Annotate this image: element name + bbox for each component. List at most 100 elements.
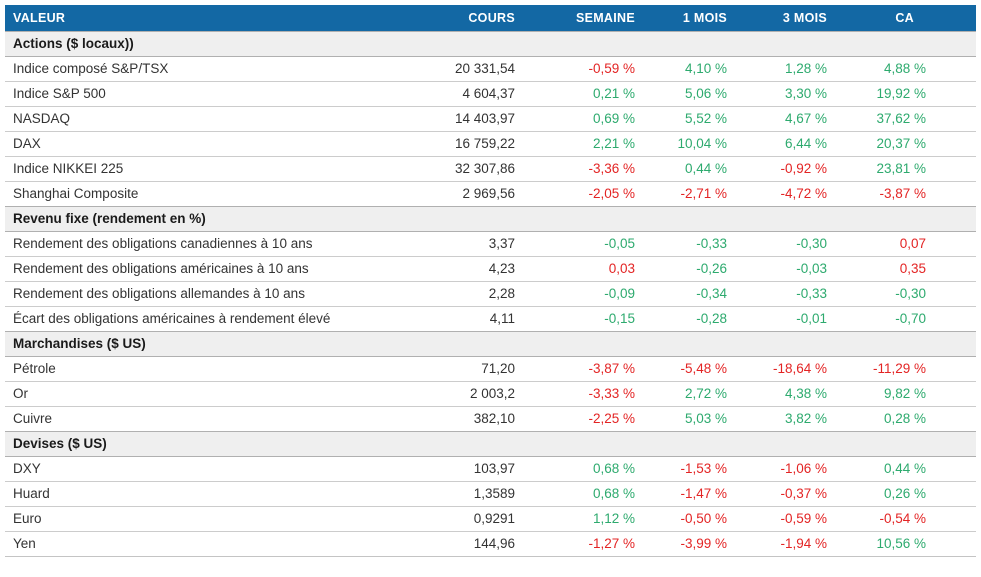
section-title: Marchandises ($ US) (5, 330, 976, 357)
1mois-change-value: -0,26 (655, 255, 747, 281)
cours-value: 2 969,56 (445, 180, 535, 206)
1mois-change-value: 5,06 % (655, 80, 747, 106)
1mois-change-value: -2,71 % (655, 180, 747, 206)
semaine-change-value: -2,25 % (535, 405, 655, 431)
semaine-change-value: -0,15 (535, 305, 655, 331)
instrument-label: Indice composé S&P/TSX (5, 55, 445, 81)
3mois-change-value: -0,03 (747, 255, 847, 281)
3mois-change-value: -4,72 % (747, 180, 847, 206)
section-title: Revenu fixe (rendement en %) (5, 205, 976, 232)
table-row: Indice composé S&P/TSX 20 331,54 -0,59 %… (5, 55, 976, 81)
instrument-label: Rendement des obligations américaines à … (5, 255, 445, 281)
1mois-change-value: -0,50 % (655, 505, 747, 531)
3mois-change-value: -0,30 (747, 230, 847, 256)
ca-change-value: 20,37 % (847, 130, 976, 156)
instrument-label: Indice NIKKEI 225 (5, 155, 445, 181)
semaine-change-value: -3,33 % (535, 380, 655, 406)
instrument-label: Écart des obligations américaines à rend… (5, 305, 445, 331)
ca-change-value: -0,54 % (847, 505, 976, 531)
table-row: Shanghai Composite 2 969,56 -2,05 % -2,7… (5, 180, 976, 206)
3mois-change-value: -1,94 % (747, 530, 847, 557)
semaine-change-value: 0,21 % (535, 80, 655, 106)
3mois-change-value: 3,82 % (747, 405, 847, 431)
semaine-change-value: 0,68 % (535, 480, 655, 506)
cours-value: 16 759,22 (445, 130, 535, 156)
table-row: Écart des obligations américaines à rend… (5, 305, 976, 331)
column-header-cours: COURS (445, 5, 535, 31)
cours-value: 1,3589 (445, 480, 535, 506)
1mois-change-value: 5,03 % (655, 405, 747, 431)
semaine-change-value: -0,59 % (535, 55, 655, 81)
1mois-change-value: 2,72 % (655, 380, 747, 406)
3mois-change-value: -0,59 % (747, 505, 847, 531)
cours-value: 2,28 (445, 280, 535, 306)
instrument-label: NASDAQ (5, 105, 445, 131)
1mois-change-value: -0,34 (655, 280, 747, 306)
table-row: Rendement des obligations allemandes à 1… (5, 280, 976, 306)
1mois-change-value: -1,47 % (655, 480, 747, 506)
instrument-label: Rendement des obligations allemandes à 1… (5, 280, 445, 306)
cours-value: 0,9291 (445, 505, 535, 531)
table-row: Yen 144,96 -1,27 % -3,99 % -1,94 % 10,56… (5, 530, 976, 557)
table-row: DXY 103,97 0,68 % -1,53 % -1,06 % 0,44 % (5, 455, 976, 481)
ca-change-value: 4,88 % (847, 55, 976, 81)
ca-change-value: 0,35 (847, 255, 976, 281)
3mois-change-value: -1,06 % (747, 455, 847, 481)
cours-value: 4,23 (445, 255, 535, 281)
cours-value: 4,11 (445, 305, 535, 331)
3mois-change-value: 4,67 % (747, 105, 847, 131)
1mois-change-value: -3,99 % (655, 530, 747, 557)
3mois-change-value: -0,01 (747, 305, 847, 331)
section-header-row: Marchandises ($ US) (5, 330, 976, 357)
1mois-change-value: -0,28 (655, 305, 747, 331)
section-title: Devises ($ US) (5, 430, 976, 457)
market-summary-table: VALEUR COURS SEMAINE 1 MOIS 3 MOIS CA Ac… (5, 5, 976, 557)
table-row: Indice NIKKEI 225 32 307,86 -3,36 % 0,44… (5, 155, 976, 181)
cours-value: 3,37 (445, 230, 535, 256)
cours-value: 71,20 (445, 355, 535, 381)
instrument-label: Or (5, 380, 445, 406)
semaine-change-value: -0,09 (535, 280, 655, 306)
ca-change-value: -3,87 % (847, 180, 976, 206)
instrument-label: Huard (5, 480, 445, 506)
ca-change-value: 0,07 (847, 230, 976, 256)
table-header-row: VALEUR COURS SEMAINE 1 MOIS 3 MOIS CA (5, 5, 976, 31)
semaine-change-value: 0,69 % (535, 105, 655, 131)
cours-value: 2 003,2 (445, 380, 535, 406)
3mois-change-value: 1,28 % (747, 55, 847, 81)
3mois-change-value: -0,92 % (747, 155, 847, 181)
column-header-semaine: SEMAINE (535, 5, 655, 31)
section-header-row: Devises ($ US) (5, 430, 976, 457)
instrument-label: DAX (5, 130, 445, 156)
instrument-label: Yen (5, 530, 445, 557)
table-row: DAX 16 759,22 2,21 % 10,04 % 6,44 % 20,3… (5, 130, 976, 156)
cours-value: 144,96 (445, 530, 535, 557)
1mois-change-value: -1,53 % (655, 455, 747, 481)
section-header-row: Actions ($ locaux)) (5, 30, 976, 57)
section-header-row: Revenu fixe (rendement en %) (5, 205, 976, 232)
semaine-change-value: -3,36 % (535, 155, 655, 181)
cours-value: 103,97 (445, 455, 535, 481)
ca-change-value: -11,29 % (847, 355, 976, 381)
semaine-change-value: -1,27 % (535, 530, 655, 557)
table-row: Rendement des obligations américaines à … (5, 255, 976, 281)
instrument-label: Pétrole (5, 355, 445, 381)
semaine-change-value: -2,05 % (535, 180, 655, 206)
ca-change-value: 10,56 % (847, 530, 976, 557)
3mois-change-value: -0,33 (747, 280, 847, 306)
1mois-change-value: 4,10 % (655, 55, 747, 81)
column-header-1mois: 1 MOIS (655, 5, 747, 31)
instrument-label: Shanghai Composite (5, 180, 445, 206)
semaine-change-value: -0,05 (535, 230, 655, 256)
1mois-change-value: -5,48 % (655, 355, 747, 381)
table-row: Indice S&P 500 4 604,37 0,21 % 5,06 % 3,… (5, 80, 976, 106)
3mois-change-value: -18,64 % (747, 355, 847, 381)
3mois-change-value: 6,44 % (747, 130, 847, 156)
3mois-change-value: -0,37 % (747, 480, 847, 506)
table-row: Or 2 003,2 -3,33 % 2,72 % 4,38 % 9,82 % (5, 380, 976, 406)
table-row: Pétrole 71,20 -3,87 % -5,48 % -18,64 % -… (5, 355, 976, 381)
instrument-label: Cuivre (5, 405, 445, 431)
table-row: Cuivre 382,10 -2,25 % 5,03 % 3,82 % 0,28… (5, 405, 976, 431)
1mois-change-value: 0,44 % (655, 155, 747, 181)
column-header-3mois: 3 MOIS (747, 5, 847, 31)
